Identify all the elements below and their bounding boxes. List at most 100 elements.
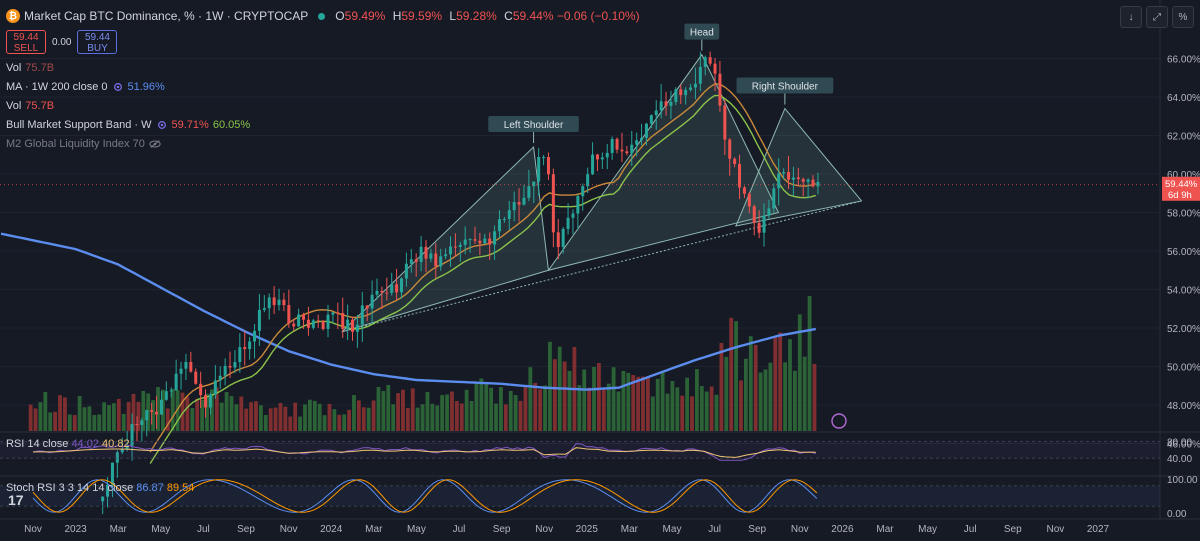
- candle-body: [507, 210, 511, 219]
- volume-bar: [293, 402, 298, 431]
- volume-bar: [420, 404, 425, 431]
- volume-bar: [469, 400, 474, 431]
- percent-scale-button[interactable]: %: [1172, 6, 1194, 28]
- time-axis: Nov 2023 Mar May Jul Sep Nov 2024 Mar May Jul Sep No…: [24, 524, 1109, 535]
- candle-body: [404, 263, 408, 279]
- buy-button[interactable]: 59.44 BUY: [77, 30, 118, 54]
- volume-bar: [278, 402, 283, 431]
- candle-body: [497, 219, 501, 232]
- volume-bar: [562, 361, 567, 431]
- candle-body: [321, 320, 325, 329]
- candle-body: [326, 314, 330, 329]
- candle-body: [444, 254, 448, 257]
- y-tick-label: 60.00%: [1167, 170, 1200, 181]
- volume-bar: [601, 387, 606, 431]
- fullscreen-button[interactable]: ⤢: [1146, 6, 1168, 28]
- ma-settings-icon[interactable]: [112, 82, 124, 92]
- candle-body: [272, 297, 276, 306]
- candle-body: [713, 63, 717, 74]
- volume-bar: [680, 395, 685, 431]
- candle-body: [223, 365, 227, 376]
- volume-bar: [92, 414, 97, 431]
- x-tick-label: Nov: [535, 524, 553, 535]
- rsi-legend[interactable]: RSI 14 close 44.02 40.82: [6, 438, 130, 450]
- volume-bar: [690, 396, 694, 431]
- volume-bar: [621, 370, 626, 431]
- hidden-eye-icon[interactable]: [149, 139, 161, 149]
- volume-bar: [322, 415, 327, 431]
- volume-bar: [753, 344, 758, 431]
- volume-bar: [165, 408, 170, 431]
- candle-body: [439, 256, 443, 267]
- volume-bar: [523, 386, 528, 431]
- candle-body: [228, 365, 232, 368]
- volume-bar: [743, 358, 748, 431]
- sell-button[interactable]: 59.44 SELL: [6, 30, 46, 54]
- candle-body: [512, 202, 516, 211]
- annotation-box: [736, 77, 834, 94]
- volume-bar: [783, 362, 787, 431]
- volume-bar: [205, 393, 209, 431]
- candle-body: [130, 424, 134, 446]
- volume-bar: [552, 359, 557, 431]
- volume-bar: [538, 389, 543, 431]
- volume-bar: [695, 369, 699, 431]
- stoch-rsi-legend[interactable]: Stoch RSI 3 3 14 14 close 86.87 89.54: [6, 482, 195, 494]
- indicator-ma-200[interactable]: MA · 1W 200 close 0 51.96%: [6, 80, 165, 93]
- volume-bar: [185, 396, 190, 431]
- volume-bar: [288, 416, 293, 431]
- trade-buttons: 59.44 SELL 0.00 59.44 BUY: [6, 30, 640, 54]
- candle-body: [473, 239, 477, 241]
- indicator-m2-liquidity[interactable]: M2 Global Liquidity Index 70: [6, 134, 640, 153]
- collapse-button[interactable]: ↓: [1120, 6, 1142, 28]
- volume-bar: [724, 356, 729, 431]
- candle-body: [311, 320, 315, 328]
- volume-bar: [254, 401, 258, 431]
- volume-bar: [63, 397, 67, 431]
- band-settings-icon[interactable]: [156, 120, 168, 130]
- volume-bar: [748, 336, 753, 431]
- indicator-bull-market-support-band[interactable]: Bull Market Support Band · W 59.71% 60.05…: [6, 118, 251, 131]
- volume-bar: [494, 403, 498, 431]
- candle-body: [605, 152, 609, 158]
- candle-body: [542, 157, 546, 159]
- bull-market-support-band: [149, 83, 816, 464]
- x-tick-label: May: [918, 524, 937, 535]
- indicator-volume[interactable]: Vol 75.7B: [6, 61, 55, 74]
- volume-bar: [77, 395, 82, 431]
- volume-bar: [175, 390, 180, 431]
- candle-body: [537, 157, 541, 182]
- volume-bar: [376, 387, 381, 431]
- volume-bar: [739, 380, 743, 431]
- candle-body: [174, 373, 178, 391]
- volume-bar: [219, 402, 224, 431]
- candle-body: [635, 140, 639, 145]
- candle-body: [145, 410, 149, 421]
- candle-body: [738, 163, 742, 188]
- expand-icon: ⤢: [1153, 11, 1161, 23]
- candle-body: [581, 186, 585, 197]
- candle-body: [243, 347, 247, 350]
- annotation-label: Left Shoulder: [504, 120, 564, 131]
- volume-bar: [263, 415, 268, 431]
- candle-body: [302, 314, 306, 320]
- ma-200-line: [0, 232, 817, 391]
- symbol-title[interactable]: Market Cap BTC Dominance, % · 1W · CRYPT…: [24, 9, 309, 23]
- candle-body: [365, 305, 369, 309]
- indicator-volume-2[interactable]: Vol 75.7B: [6, 99, 55, 112]
- chart-legend: ₿ Market Cap BTC Dominance, % · 1W · CRY…: [6, 6, 640, 153]
- volume-bar: [802, 356, 807, 431]
- volume-bar: [58, 395, 62, 431]
- volume-bar: [67, 414, 72, 431]
- volume-bar: [518, 400, 523, 431]
- volume-bar: [112, 403, 116, 431]
- candle-body: [527, 186, 531, 198]
- candle-body: [689, 87, 693, 90]
- candle-body: [723, 105, 727, 140]
- market-status-dot: [318, 12, 326, 20]
- y-tick-label: 46.00%: [1167, 440, 1200, 451]
- candle-body: [110, 462, 114, 485]
- candle-body: [360, 305, 364, 325]
- volume-bar: [317, 403, 322, 431]
